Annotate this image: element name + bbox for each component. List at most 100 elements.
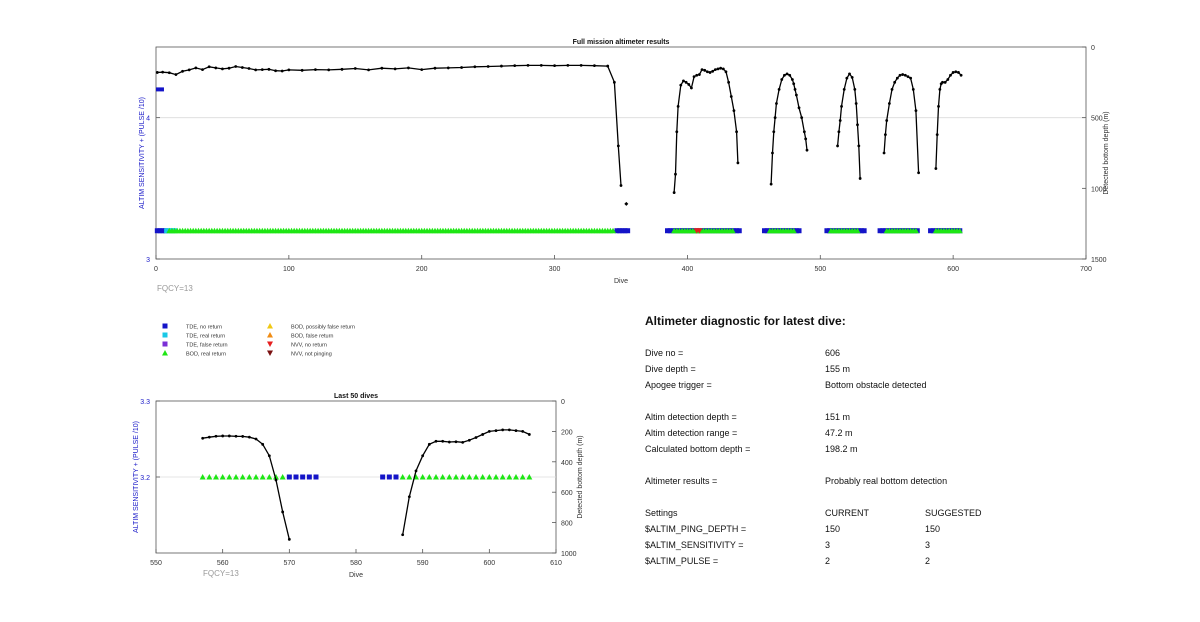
main-depth-point: [954, 70, 958, 74]
main-depth-point: [287, 68, 291, 72]
last50-point-bod-real-return: [506, 474, 513, 480]
last50-depth-point: [507, 428, 511, 432]
last50-depth-point: [521, 430, 525, 433]
last50-point-bod-real-return: [459, 474, 466, 480]
main-point-tde-no-return: [617, 228, 623, 234]
main-depth-point: [247, 67, 251, 70]
main-depth-point: [800, 116, 804, 120]
main-depth-point: [314, 68, 317, 72]
main-depth-point: [340, 67, 344, 71]
last50-y-tick-label: 3.2: [140, 475, 150, 482]
settings-header-suggested: SUGGESTED: [925, 508, 982, 518]
last50-point-bod-real-return: [433, 474, 439, 480]
main-point-tde-no-return: [858, 228, 864, 234]
main-point-tde-no-return: [619, 228, 625, 234]
main-point-tde-no-return: [665, 228, 670, 234]
last50-x-tick-label: 600: [483, 560, 495, 567]
last50-point-bod-real-return: [406, 474, 413, 480]
main-depth-point: [951, 71, 955, 74]
main-depth-point: [692, 75, 696, 79]
last50-depth-point: [501, 428, 505, 432]
main-depth-point: [194, 66, 198, 70]
main-x-tick-label: 0: [154, 266, 158, 273]
main-depth-point: [619, 184, 623, 187]
main-point-tde-no-return: [736, 228, 742, 234]
main-y-right-tick-label: 0: [1091, 45, 1095, 52]
main-depth-point: [690, 86, 693, 90]
last50-point-tde-no-return: [393, 474, 399, 480]
diag-value-apogee: Bottom obstacle detected: [825, 380, 927, 390]
main-depth-point: [836, 144, 839, 148]
main-depth-point: [857, 144, 861, 148]
last50-depth-point: [247, 435, 251, 439]
last50-depth-point: [527, 433, 531, 436]
last50-point-bod-real-return: [259, 474, 266, 480]
last50-depth-point: [441, 439, 445, 443]
setting-sensitivity-suggested: 3: [925, 540, 931, 550]
last50-x-tick-label: 580: [350, 560, 362, 567]
last50-depth-point: [261, 442, 265, 446]
main-y-right-tick-label: 1500: [1091, 257, 1107, 264]
main-depth-point: [201, 68, 204, 72]
legend-label-col2-3: NVV, not pinging: [291, 352, 332, 358]
main-depth-point: [579, 63, 583, 67]
last50-depth-point: [461, 440, 465, 444]
main-depth-point: [446, 66, 450, 70]
main-depth-point: [675, 130, 679, 134]
main-point-tde-no-return: [154, 228, 160, 234]
main-depth-point: [792, 82, 796, 86]
setting-sensitivity-label: $ALTIM_SENSITIVITY =: [645, 540, 744, 550]
main-depth-point: [837, 130, 841, 134]
main-depth-point: [174, 73, 178, 76]
main-point-tde-no-return: [930, 228, 936, 234]
last50-y-label: ALTIM SENSITIVITY + (PULSE /10): [133, 421, 140, 533]
main-depth-point: [949, 73, 952, 77]
main-depth-point: [697, 73, 701, 76]
main-depth-point: [724, 70, 728, 74]
diag-value-dive-depth: 155 m: [825, 364, 851, 374]
last50-x-tick-label: 550: [150, 560, 162, 567]
main-depth-point: [207, 65, 211, 69]
legend-marker-col2-0: [267, 323, 273, 329]
last50-point-bod-real-return: [439, 474, 446, 480]
main-y-right-label: Detected bottom depth (m): [1103, 111, 1110, 194]
main-x-tick-label: 300: [549, 266, 561, 273]
main-depth-point: [906, 75, 910, 79]
main-depth-point: [840, 104, 843, 108]
legend-label-col1-3: BOD, real return: [186, 352, 226, 358]
main-point-tde-no-return: [761, 228, 767, 234]
main-point-tde-no-return: [824, 228, 830, 234]
main-depth-point: [676, 104, 680, 108]
main-depth-point: [280, 69, 284, 73]
main-depth-point: [566, 63, 570, 67]
main-point-tde-no-return: [928, 228, 934, 234]
main-depth-point: [327, 68, 331, 72]
last50-point-bod-real-return: [239, 474, 246, 480]
last50-point-bod-real-return: [493, 474, 499, 480]
main-depth-point: [606, 64, 610, 68]
last50-depth-point: [447, 440, 451, 444]
setting-ping-depth-label: $ALTIM_PING_DEPTH =: [645, 524, 747, 534]
last50-point-bod-real-return: [419, 474, 426, 480]
main-depth-point: [593, 64, 596, 68]
main-depth-point: [938, 88, 942, 91]
diag-label-dive-depth: Dive depth =: [645, 364, 696, 374]
main-depth-point: [917, 171, 920, 175]
last50-y-right-tick-label: 0: [561, 399, 565, 406]
diag-label-bottom-depth: Calculated bottom depth =: [645, 444, 751, 454]
last50-point-bod-real-return: [199, 474, 206, 480]
main-depth-point: [957, 71, 960, 74]
last50-point-tde-no-return: [300, 474, 306, 480]
last50-depth-point: [454, 440, 458, 444]
last50-depth-point: [514, 429, 518, 433]
main-depth-point: [254, 68, 258, 72]
main-depth-point: [684, 80, 688, 84]
diag-value-results: Probably real bottom detection: [825, 476, 948, 486]
last50-depth-point: [227, 434, 231, 438]
last50-depth-point: [201, 436, 205, 440]
main-depth-point: [854, 102, 858, 105]
main-point-tde-no-return: [667, 228, 673, 234]
main-depth-point: [393, 67, 397, 71]
diag-value-dive-no: 606: [825, 348, 841, 358]
diag-label-results: Altimeter results =: [645, 476, 718, 486]
